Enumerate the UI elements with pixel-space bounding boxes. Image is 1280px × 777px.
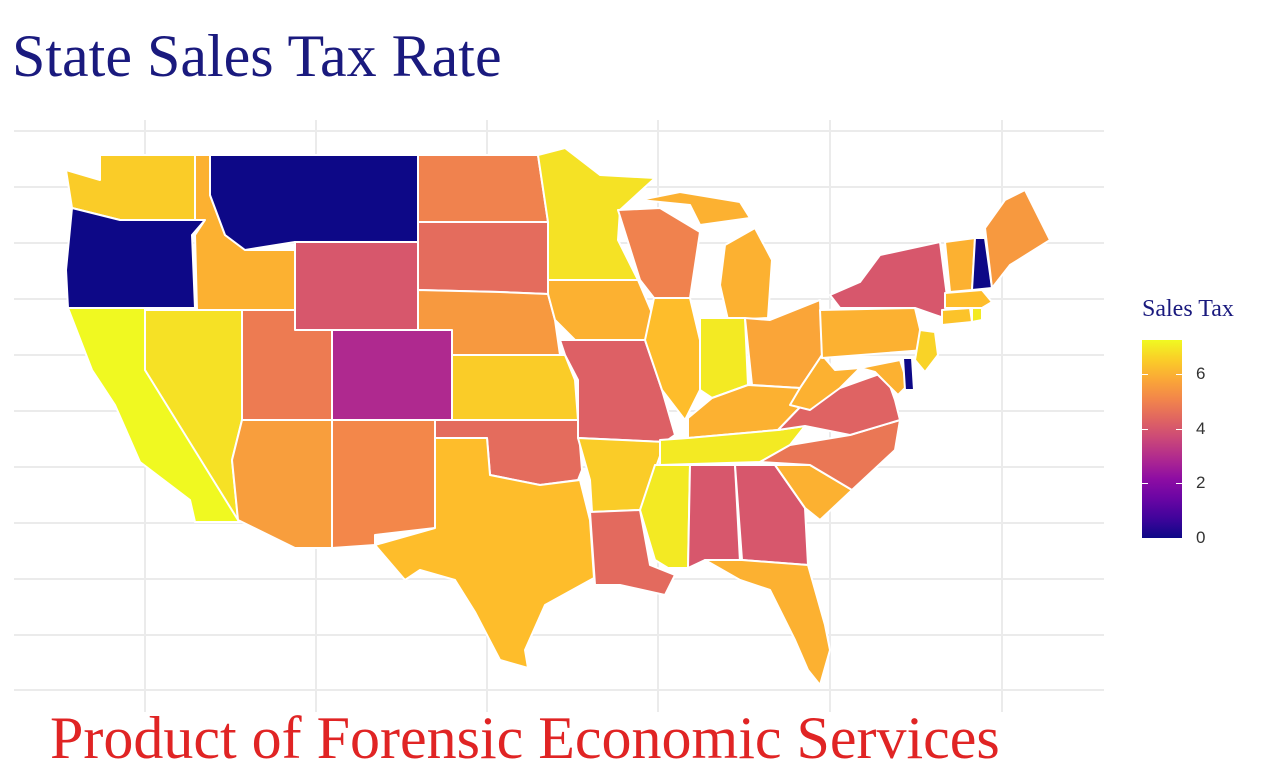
state-pennsylvania [819, 307, 926, 359]
state-north-carolina [759, 419, 901, 491]
state-new-mexico [331, 419, 436, 549]
state-illinois [644, 297, 701, 421]
state-oregon [65, 207, 206, 309]
state-maine [984, 189, 1051, 289]
states-layer [65, 147, 1051, 686]
legend-tick-mark [1142, 538, 1148, 539]
state-west-virginia [789, 354, 861, 411]
legend-tick-mark [1176, 374, 1182, 375]
state-louisiana [589, 509, 676, 596]
state-wyoming [294, 241, 419, 331]
state-michigan [639, 191, 773, 321]
state-minnesota [537, 147, 656, 281]
state-florida [704, 559, 831, 686]
state-south-dakota [417, 221, 549, 295]
legend-tick-label: 2 [1196, 473, 1206, 493]
state-indiana [699, 317, 749, 399]
state-new-jersey [914, 329, 939, 373]
legend-tick-label: 4 [1196, 418, 1206, 438]
state-georgia [734, 464, 809, 566]
footer-credit: Product of Forensic Economic Services [50, 705, 1000, 771]
state-texas [374, 437, 595, 669]
state-arizona [231, 419, 333, 549]
legend-tick-mark [1142, 483, 1148, 484]
state-north-dakota [417, 154, 549, 223]
legend-tick-mark [1176, 483, 1182, 484]
state-iowa [547, 279, 656, 341]
legend-tick-label: 0 [1196, 528, 1206, 547]
state-maryland [859, 359, 909, 396]
legend-tick-mark [1142, 429, 1148, 430]
state-montana [209, 154, 419, 251]
legend-tick-label: 6 [1196, 364, 1206, 384]
state-alabama [687, 464, 741, 569]
legend-title: Sales Tax [1142, 296, 1234, 322]
state-connecticut [941, 307, 973, 326]
state-rhode-island [971, 307, 983, 323]
state-colorado [331, 329, 453, 421]
state-vermont [944, 237, 976, 293]
state-kansas [451, 354, 579, 421]
legend-tick-mark [1176, 429, 1182, 430]
legend-tick-mark [1176, 538, 1182, 539]
state-washington [65, 154, 196, 221]
map-title: State Sales Tax Rate [12, 23, 502, 89]
legend-color-bar [1142, 340, 1182, 538]
state-new-york [829, 241, 951, 321]
state-delaware [902, 357, 915, 391]
legend-tick-mark [1142, 374, 1148, 375]
